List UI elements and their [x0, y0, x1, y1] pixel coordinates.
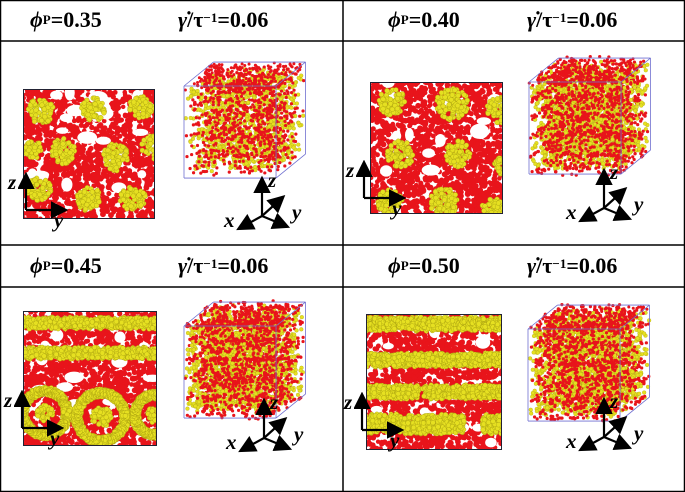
phi-subscript: P: [43, 12, 51, 28]
axis-label-z: z: [268, 168, 276, 193]
axes-2d-1: [18, 172, 88, 232]
axis-label-y: y: [634, 192, 643, 217]
axis-label-y: y: [54, 208, 63, 233]
rate-value: =0.06: [217, 7, 268, 33]
axis-label-y: y: [50, 426, 59, 451]
axis-label-y: y: [634, 421, 643, 446]
axis-label-x: x: [566, 429, 577, 454]
phi-subscript: P: [401, 12, 409, 28]
phi-value: =0.35: [51, 7, 102, 33]
rate-value: =0.06: [217, 253, 268, 279]
phi-symbol: ϕ: [30, 253, 43, 279]
shear-rate-label-4: γ̇ /τ −1 =0.06: [527, 246, 617, 286]
phi-label-1: ϕ P =0.35: [30, 0, 102, 40]
shear-rate-label-2: γ̇ /τ −1 =0.06: [527, 0, 617, 40]
axis-label-y: y: [390, 428, 399, 453]
axis-label-z: z: [4, 388, 12, 413]
axes-2d-3: [14, 390, 84, 450]
rate-symbol: γ̇: [527, 7, 536, 33]
phi-label-4: ϕ P =0.50: [388, 246, 460, 286]
axis-label-z: z: [344, 390, 352, 415]
axis-label-x: x: [566, 200, 577, 225]
axis-label-z: z: [270, 390, 278, 415]
phi-symbol: ϕ: [30, 7, 43, 33]
axis-label-y: y: [292, 200, 301, 225]
axes-2d-4: [354, 392, 424, 452]
rate-exponent: −1: [203, 256, 217, 272]
rate-unit: /τ: [187, 253, 203, 279]
rate-unit: /τ: [187, 7, 203, 33]
shear-rate-label-1: γ̇ /τ −1 =0.06: [178, 0, 268, 40]
axes-2d-2: [356, 160, 426, 220]
phi-value: =0.50: [409, 253, 460, 279]
rate-value: =0.06: [566, 7, 617, 33]
phi-value: =0.40: [409, 7, 460, 33]
rate-symbol: γ̇: [527, 253, 536, 279]
axis-label-z: z: [8, 170, 16, 195]
rate-value: =0.06: [566, 253, 617, 279]
phi-subscript: P: [43, 258, 51, 274]
axis-label-z: z: [346, 158, 354, 183]
rate-symbol: γ̇: [178, 253, 187, 279]
rate-exponent: −1: [552, 256, 566, 272]
phi-label-3: ϕ P =0.45: [30, 246, 102, 286]
axis-label-x: x: [226, 430, 237, 455]
axis-label-y: y: [294, 422, 303, 447]
rate-unit: /τ: [536, 7, 552, 33]
axis-label-z: z: [610, 160, 618, 185]
phi-subscript: P: [401, 258, 409, 274]
rate-symbol: γ̇: [178, 7, 187, 33]
rate-unit: /τ: [536, 253, 552, 279]
shear-rate-label-3: γ̇ /τ −1 =0.06: [178, 246, 268, 286]
axis-label-x: x: [224, 208, 235, 233]
rate-exponent: −1: [552, 10, 566, 26]
phi-label-2: ϕ P =0.40: [388, 0, 460, 40]
phi-symbol: ϕ: [388, 7, 401, 33]
phi-symbol: ϕ: [388, 253, 401, 279]
phi-value: =0.45: [51, 253, 102, 279]
axis-label-y: y: [392, 196, 401, 221]
axis-label-z: z: [610, 389, 618, 414]
rate-exponent: −1: [203, 10, 217, 26]
